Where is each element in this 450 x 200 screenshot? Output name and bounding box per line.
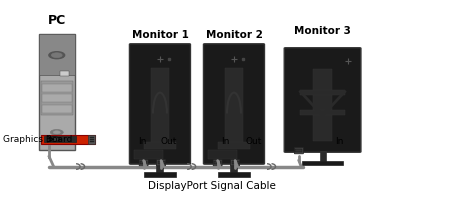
Bar: [214, 161, 221, 164]
FancyBboxPatch shape: [231, 159, 239, 166]
Text: Monitor 2: Monitor 2: [206, 30, 262, 40]
Text: PC: PC: [48, 14, 66, 27]
Text: DisplayPort Signal Cable: DisplayPort Signal Cable: [148, 181, 275, 191]
Text: In: In: [138, 137, 146, 146]
Bar: [44, 136, 76, 142]
Bar: [151, 68, 169, 146]
Bar: [140, 161, 147, 164]
Bar: [232, 161, 239, 164]
Text: In: In: [221, 137, 229, 146]
Bar: [218, 142, 250, 149]
Text: Monitor 3: Monitor 3: [294, 26, 351, 36]
Circle shape: [51, 138, 58, 141]
Text: Graphics Board: Graphics Board: [3, 135, 72, 144]
Bar: [42, 84, 72, 92]
Bar: [42, 105, 72, 113]
FancyBboxPatch shape: [130, 44, 190, 164]
Bar: [208, 150, 237, 159]
FancyBboxPatch shape: [157, 159, 166, 166]
Circle shape: [49, 137, 60, 142]
Bar: [90, 137, 94, 138]
Text: Monitor 1: Monitor 1: [131, 30, 189, 40]
Bar: [302, 161, 343, 165]
Bar: [39, 34, 75, 150]
FancyBboxPatch shape: [203, 44, 265, 164]
Bar: [295, 149, 302, 152]
Text: Out: Out: [246, 137, 262, 146]
Text: In: In: [335, 137, 344, 146]
FancyBboxPatch shape: [284, 48, 361, 152]
Bar: [300, 110, 345, 115]
Bar: [320, 151, 325, 162]
Bar: [90, 139, 94, 140]
Circle shape: [49, 52, 65, 59]
Bar: [144, 172, 176, 177]
Bar: [60, 71, 69, 76]
Circle shape: [53, 131, 60, 134]
FancyBboxPatch shape: [139, 159, 148, 166]
Bar: [218, 172, 250, 177]
Bar: [89, 135, 95, 144]
Text: Out: Out: [161, 137, 177, 146]
FancyBboxPatch shape: [294, 147, 303, 154]
Bar: [90, 141, 94, 142]
Bar: [225, 68, 243, 146]
Bar: [158, 161, 165, 164]
Bar: [157, 163, 163, 173]
Bar: [40, 81, 73, 115]
Circle shape: [50, 130, 63, 135]
FancyBboxPatch shape: [213, 159, 222, 166]
Bar: [42, 94, 72, 102]
Bar: [144, 142, 176, 149]
Bar: [39, 34, 75, 75]
Circle shape: [51, 53, 62, 58]
Bar: [41, 135, 95, 144]
Bar: [230, 163, 238, 173]
Bar: [134, 150, 163, 159]
Bar: [300, 90, 345, 95]
Bar: [313, 69, 332, 141]
